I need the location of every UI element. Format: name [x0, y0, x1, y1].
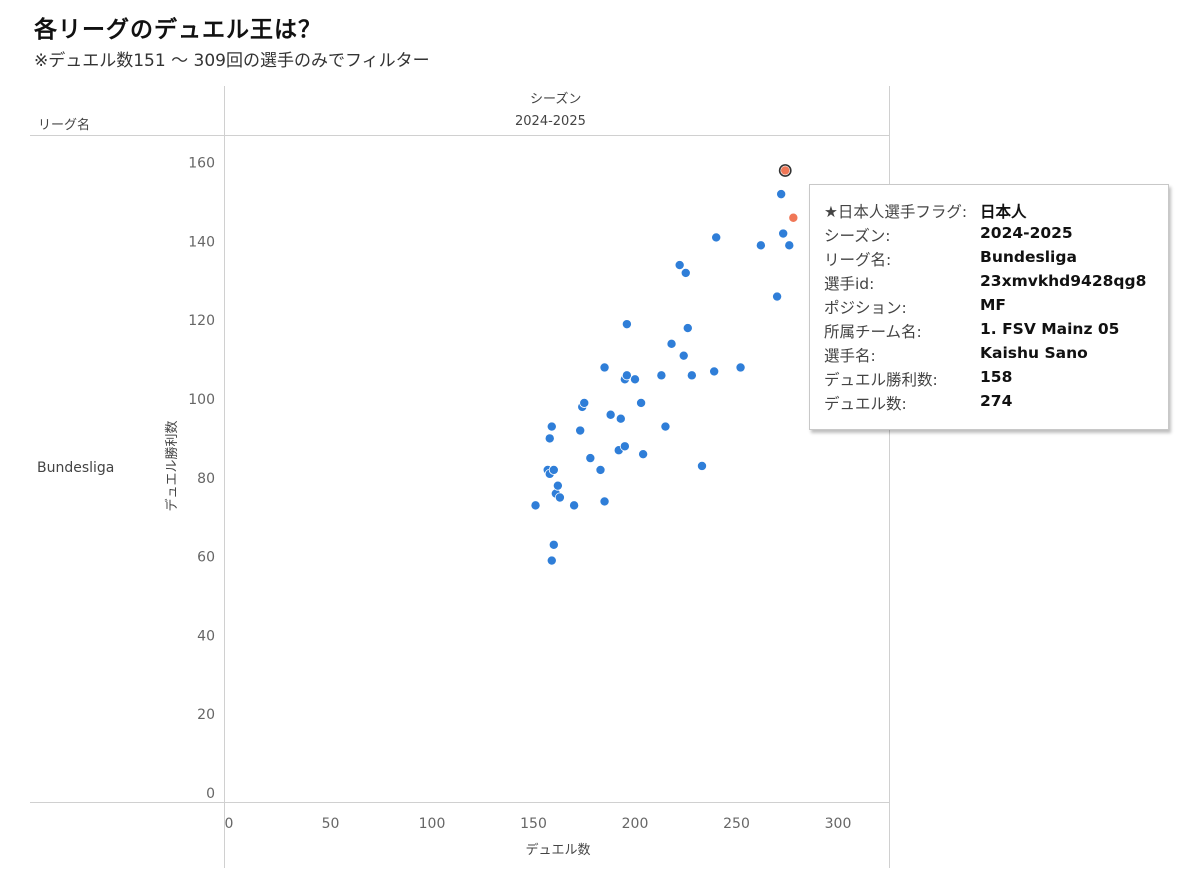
- data-point[interactable]: [546, 555, 557, 566]
- data-point[interactable]: [621, 370, 632, 381]
- data-point[interactable]: [548, 464, 559, 475]
- x-tick-label: 250: [723, 816, 750, 832]
- y-tick-label: 140: [188, 234, 215, 250]
- y-tick-label: 40: [197, 628, 215, 644]
- data-point[interactable]: [546, 421, 557, 432]
- data-point[interactable]: [552, 480, 563, 491]
- y-tick-label: 120: [188, 313, 215, 329]
- y-tick-label: 60: [197, 550, 215, 566]
- y-tick-label: 20: [197, 707, 215, 723]
- row-header-divider: [224, 86, 225, 868]
- data-point[interactable]: [569, 500, 580, 511]
- data-point[interactable]: [575, 425, 586, 436]
- data-point[interactable]: [599, 362, 610, 373]
- data-point[interactable]: [776, 189, 787, 200]
- tooltip-value: 274: [980, 392, 1013, 410]
- x-tick-label: 300: [825, 816, 852, 832]
- data-point[interactable]: [784, 240, 795, 251]
- header-divider: [30, 135, 890, 136]
- data-point[interactable]: [544, 433, 555, 444]
- column-value-header[interactable]: 2024-2025: [515, 114, 586, 129]
- data-point[interactable]: [778, 228, 789, 239]
- data-point[interactable]: [656, 370, 667, 381]
- x-tick-label: 100: [419, 816, 446, 832]
- data-point[interactable]: [621, 319, 632, 330]
- data-point-japanese[interactable]: [788, 212, 799, 223]
- x-tick-label: 150: [520, 816, 547, 832]
- data-point[interactable]: [755, 240, 766, 251]
- page-title: 各リーグのデュエル王は？: [34, 17, 322, 43]
- tooltip-value: 1. FSV Mainz 05: [980, 320, 1120, 338]
- axis-divider: [30, 802, 890, 803]
- data-point[interactable]: [548, 539, 559, 550]
- tooltip-value: Bundesliga: [980, 248, 1077, 266]
- y-tick-label: 80: [197, 471, 215, 487]
- data-point[interactable]: [636, 397, 647, 408]
- tooltip-key: リーグ名:: [824, 251, 892, 269]
- data-point[interactable]: [772, 291, 783, 302]
- data-point[interactable]: [678, 350, 689, 361]
- tooltip-value: 日本人: [980, 203, 1027, 221]
- y-tick-label: 0: [206, 786, 215, 802]
- data-point[interactable]: [605, 409, 616, 420]
- column-dimension-header: シーズン: [530, 92, 582, 107]
- tooltip-key: デュエル数:: [824, 395, 907, 413]
- tooltip-key: ポジション:: [824, 299, 907, 317]
- data-point[interactable]: [630, 374, 641, 385]
- data-point[interactable]: [579, 397, 590, 408]
- data-point[interactable]: [660, 421, 671, 432]
- data-point[interactable]: [711, 232, 722, 243]
- row-dimension-header: リーグ名: [38, 118, 91, 133]
- tooltip-value: 2024-2025: [980, 224, 1073, 242]
- x-tick-label: 50: [322, 816, 340, 832]
- y-axis-label: デュエル勝利数: [164, 420, 180, 511]
- row-value-label[interactable]: Bundesliga: [37, 460, 115, 476]
- data-point[interactable]: [599, 496, 610, 507]
- data-point-japanese[interactable]: [780, 165, 791, 176]
- data-point[interactable]: [686, 370, 697, 381]
- data-point[interactable]: [674, 260, 685, 271]
- data-point[interactable]: [585, 453, 596, 464]
- tooltip-key: 所属チーム名:: [824, 323, 922, 341]
- data-point[interactable]: [696, 460, 707, 471]
- tooltip-key: 選手名:: [824, 347, 876, 365]
- data-point[interactable]: [735, 362, 746, 373]
- tooltip-value: 23xmvkhd9428qg8: [980, 272, 1147, 290]
- x-tick-label: 200: [622, 816, 649, 832]
- y-tick-label: 100: [188, 392, 215, 408]
- data-point[interactable]: [619, 441, 630, 452]
- data-point[interactable]: [709, 366, 720, 377]
- data-point[interactable]: [682, 323, 693, 334]
- tooltip-value: Kaishu Sano: [980, 344, 1088, 362]
- tooltip-key: 選手id:: [824, 275, 875, 293]
- selected-point-outline: [778, 164, 792, 177]
- tooltip-key: ★日本人選手フラグ:: [824, 203, 968, 221]
- pane-right-border: [889, 86, 890, 868]
- data-point[interactable]: [530, 500, 541, 511]
- x-axis-label: デュエル数: [525, 842, 590, 858]
- tooltip-key: デュエル勝利数:: [824, 371, 938, 389]
- data-point[interactable]: [554, 492, 565, 503]
- tooltip-panel: ★日本人選手フラグ: 日本人シーズン: 2024-2025 リーグ名: Bundesli…: [809, 184, 1169, 430]
- x-tick-label: 0: [225, 816, 234, 832]
- y-tick-label: 160: [188, 156, 215, 172]
- data-point[interactable]: [680, 267, 691, 278]
- data-point[interactable]: [595, 464, 606, 475]
- tooltip-key: シーズン:: [824, 227, 891, 245]
- data-point[interactable]: [638, 449, 649, 460]
- tooltip-value: 158: [980, 368, 1013, 386]
- page-subtitle: ※デュエル数151 〜 309回の選手のみでフィルター: [34, 51, 430, 71]
- data-point[interactable]: [615, 413, 626, 424]
- tooltip-value: MF: [980, 296, 1007, 314]
- data-point[interactable]: [666, 338, 677, 349]
